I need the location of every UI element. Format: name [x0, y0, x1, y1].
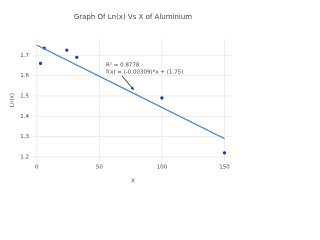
- data-point: [222, 151, 227, 155]
- y-tick-label: 1.7: [20, 53, 29, 59]
- annotation-arrowhead: [130, 86, 134, 90]
- y-tick-label: 1.3: [20, 134, 29, 140]
- x-tick-label: 150: [219, 165, 230, 171]
- annotation: f(x) = (-0.00309)*x + (1.75): [106, 70, 183, 76]
- page: Graph Of Ln(x) Vs X of Aluminium X Ln(x)…: [9, 13, 232, 185]
- chart-title: Graph Of Ln(x) Vs X of Aluminium: [74, 13, 192, 21]
- trend-line: [36, 44, 225, 140]
- y-axis-label: Ln(x): [10, 93, 16, 107]
- annotation: R² = 0.8778: [106, 62, 140, 69]
- y-tick-label: 1.2: [20, 154, 29, 160]
- data-point: [75, 55, 79, 59]
- x-tick-label: 0: [35, 165, 39, 171]
- y-tick-label: 1.6: [20, 73, 29, 79]
- data-point: [38, 61, 43, 65]
- x-tick-label: 100: [157, 165, 168, 171]
- chart: Graph Of Ln(x) Vs X of Aluminium X Ln(x)…: [10, 13, 232, 185]
- data-point: [65, 48, 69, 52]
- x-tick-label: 50: [96, 165, 103, 171]
- x-axis-label: X: [131, 179, 135, 185]
- data-point: [160, 96, 164, 100]
- y-tick-label: 1.5: [20, 93, 29, 99]
- y-tick-label: 1.4: [20, 114, 29, 120]
